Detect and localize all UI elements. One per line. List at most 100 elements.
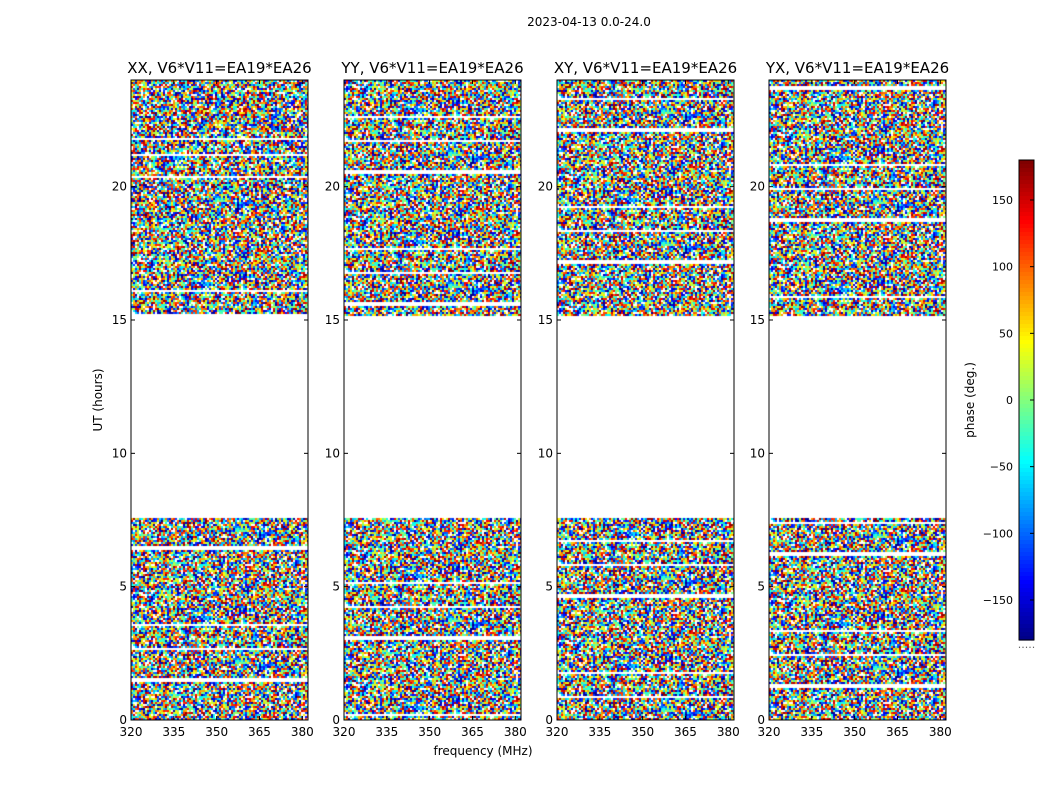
x-tick-label: 350: [418, 725, 441, 739]
colorbar-segment: [1019, 604, 1034, 609]
colorbar-segment: [1019, 568, 1034, 573]
colorbar-segment: [1019, 488, 1034, 493]
y-tick-label: 20: [112, 180, 127, 194]
x-tick-label: 365: [248, 725, 271, 739]
colorbar-segment: [1019, 528, 1034, 533]
x-tick-label: 335: [375, 725, 398, 739]
colorbar-segment: [1019, 564, 1034, 569]
colorbar-segment: [1019, 576, 1034, 581]
phase-raster: [131, 80, 308, 720]
colorbar-segment: [1019, 404, 1034, 409]
colorbar-segment: [1019, 524, 1034, 529]
colorbar-segment: [1019, 476, 1034, 481]
panel-title: XX, V6*V11=EA19*EA26: [127, 59, 311, 77]
colorbar-segment: [1019, 208, 1034, 213]
y-tick-label: 5: [119, 580, 127, 594]
colorbar-segment: [1019, 280, 1034, 285]
colorbar-segment: [1019, 236, 1034, 241]
panel-yx: YX, V6*V11=EA19*EA26 320 335 350 365 380 0 5 10 1…: [750, 59, 952, 739]
colorbar-segment: [1019, 232, 1034, 237]
colorbar-segment: [1019, 580, 1034, 585]
colorbar-segment: [1019, 508, 1034, 513]
colorbar-tick-label: −150: [983, 594, 1013, 607]
panel-title: YY, V6*V11=EA19*EA26: [340, 59, 523, 77]
colorbar-segment: [1019, 588, 1034, 593]
colorbar-segment: [1019, 548, 1034, 553]
colorbar-segment: [1019, 168, 1034, 173]
colorbar-under-label: .....: [1018, 638, 1035, 651]
colorbar-segment: [1019, 368, 1034, 373]
colorbar-segment: [1019, 384, 1034, 389]
x-tick-label: 335: [162, 725, 185, 739]
colorbar-segment: [1019, 336, 1034, 341]
colorbar-segment: [1019, 192, 1034, 197]
colorbar-segment: [1019, 632, 1034, 637]
colorbar-segment: [1019, 312, 1034, 317]
colorbar-segment: [1019, 304, 1034, 309]
colorbar-segment: [1019, 276, 1034, 281]
colorbar-segment: [1019, 636, 1034, 641]
colorbar-segment: [1019, 216, 1034, 221]
x-tick-label: 335: [588, 725, 611, 739]
y-axis-label: UT (hours): [91, 368, 105, 431]
y-tick-label: 0: [119, 713, 127, 727]
x-tick-label: 335: [800, 725, 823, 739]
colorbar-segment: [1019, 416, 1034, 421]
y-tick-label: 5: [332, 580, 340, 594]
colorbar-segment: [1019, 372, 1034, 377]
colorbar-segment: [1019, 572, 1034, 577]
colorbar-segment: [1019, 556, 1034, 561]
colorbar-segment: [1019, 344, 1034, 349]
colorbar-tick-label: 100: [992, 261, 1013, 274]
x-tick-label: 365: [674, 725, 697, 739]
y-tick-label: 15: [112, 313, 127, 327]
colorbar-segment: [1019, 340, 1034, 345]
phase-raster: [344, 80, 521, 720]
colorbar-segment: [1019, 444, 1034, 449]
colorbar-segment: [1019, 512, 1034, 517]
colorbar-segment: [1019, 616, 1034, 621]
y-tick-label: 20: [750, 180, 765, 194]
y-tick-label: 5: [757, 580, 765, 594]
colorbar-segment: [1019, 408, 1034, 413]
colorbar-segment: [1019, 204, 1034, 209]
colorbar-segment: [1019, 396, 1034, 401]
colorbar-segment: [1019, 188, 1034, 193]
colorbar-segment: [1019, 624, 1034, 629]
colorbar-segment: [1019, 268, 1034, 273]
colorbar-segment: [1019, 500, 1034, 505]
x-tick-label: 365: [461, 725, 484, 739]
colorbar-segment: [1019, 224, 1034, 229]
x-tick-label: 320: [546, 725, 569, 739]
colorbar-segment: [1019, 212, 1034, 217]
y-tick-label: 20: [325, 180, 340, 194]
colorbar-segment: [1019, 628, 1034, 633]
colorbar-segment: [1019, 180, 1034, 185]
colorbar-segment: [1019, 248, 1034, 253]
colorbar-segment: [1019, 456, 1034, 461]
y-tick-label: 20: [538, 180, 553, 194]
y-tick-label: 15: [750, 313, 765, 327]
colorbar-tick-label: −50: [990, 461, 1013, 474]
colorbar-tick-label: 150: [992, 194, 1013, 207]
colorbar-segment: [1019, 316, 1034, 321]
colorbar-segment: [1019, 520, 1034, 525]
colorbar-segment: [1019, 472, 1034, 477]
colorbar-segment: [1019, 184, 1034, 189]
colorbar-segment: [1019, 436, 1034, 441]
colorbar-segment: [1019, 300, 1034, 305]
colorbar-segment: [1019, 440, 1034, 445]
x-tick-label: 320: [758, 725, 781, 739]
y-tick-label: 10: [750, 446, 765, 460]
y-tick-label: 10: [112, 446, 127, 460]
colorbar-segment: [1019, 544, 1034, 549]
colorbar-segment: [1019, 484, 1034, 489]
panel-title: XY, V6*V11=EA19*EA26: [554, 59, 737, 77]
y-tick-label: 10: [538, 446, 553, 460]
colorbar-segment: [1019, 244, 1034, 249]
panel-yy: YY, V6*V11=EA19*EA26 320 335 350 365 380 0 5 10 1…: [325, 59, 527, 739]
colorbar-segment: [1019, 400, 1034, 405]
colorbar-segment: [1019, 496, 1034, 501]
colorbar-segment: [1019, 320, 1034, 325]
plot-frame: [556, 79, 735, 721]
